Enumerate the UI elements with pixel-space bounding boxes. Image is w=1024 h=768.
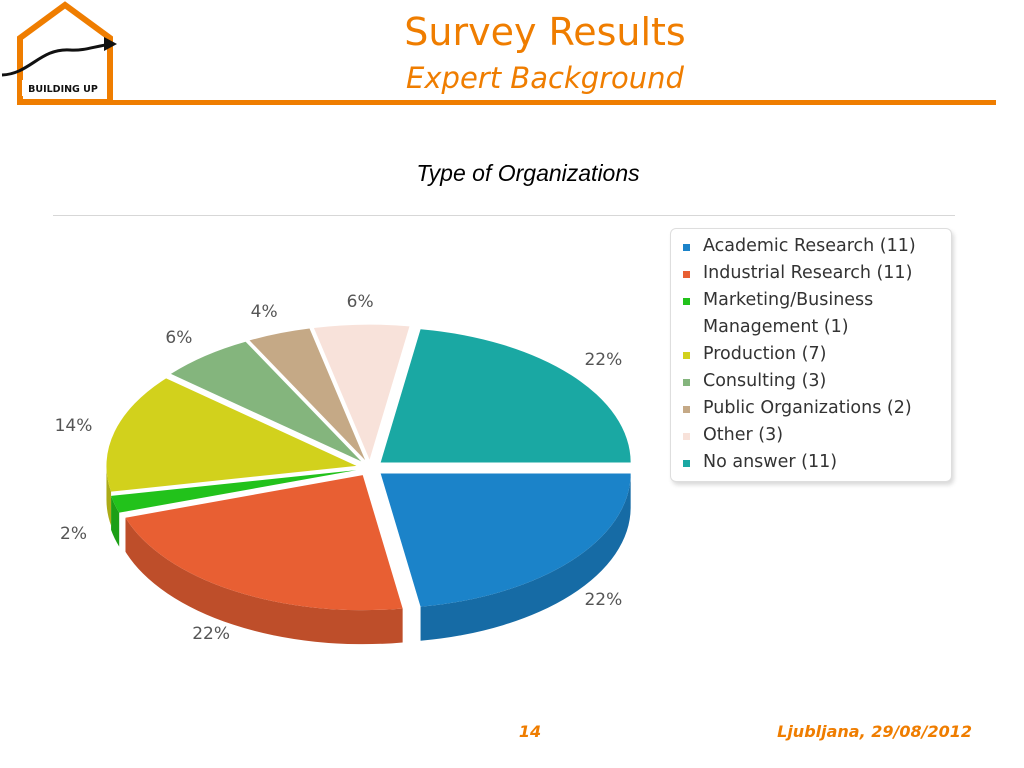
pie-percent-label: 22% — [584, 589, 623, 610]
header-rule — [110, 100, 996, 105]
legend-swatch — [683, 460, 690, 467]
footer-location-date: Ljubljana, 29/08/2012 — [777, 722, 972, 741]
legend-swatch — [683, 379, 690, 386]
pie-slice — [313, 324, 410, 460]
pie-percent-label: 6% — [346, 291, 374, 312]
legend-item-public-organizations: Public Organizations (2) — [681, 395, 951, 422]
pie-slice — [106, 378, 357, 492]
pie-percent-label: 2% — [60, 523, 88, 544]
pie-percent-label: 4% — [250, 301, 278, 322]
pie-slice-side — [125, 517, 403, 645]
pie-chart — [106, 324, 631, 645]
chart-divider — [53, 215, 955, 216]
legend-item-no-answer: No answer (11) — [681, 449, 951, 476]
pie-slice-side — [106, 465, 112, 526]
legend-item-industrial-research: Industrial Research (11) — [681, 260, 951, 287]
legend-label: Academic Research (11) — [703, 236, 916, 256]
legend-label: Production (7) — [703, 344, 827, 364]
legend-item-academic-research: Academic Research (11) — [681, 233, 951, 260]
page-subtitle: Expert Background — [406, 61, 684, 95]
legend-swatch — [683, 406, 690, 413]
page-title: Survey Results — [404, 10, 686, 54]
legend-label: Consulting (3) — [703, 371, 827, 391]
pie-percent-label: 22% — [584, 350, 623, 371]
pie-slice — [125, 475, 403, 611]
pie-slice-side — [111, 495, 120, 547]
pie-slice — [380, 329, 631, 463]
legend-item-marketing-business: Marketing/Business Management (1) — [681, 287, 951, 341]
legend-label: No answer (11) — [703, 452, 838, 472]
building-up-logo: BUILDING UP — [1, 1, 117, 105]
pie-slice — [111, 470, 357, 513]
pie-percent-label: 6% — [165, 327, 193, 348]
legend-swatch — [683, 298, 690, 305]
pie-percent-label: 22% — [192, 624, 231, 645]
pie-percent-label: 14% — [54, 415, 93, 436]
legend-label: Industrial Research (11) — [703, 263, 913, 283]
chart-legend: Academic Research (11) Industrial Resear… — [670, 228, 952, 482]
pie-slice — [170, 341, 362, 462]
legend-swatch — [683, 244, 690, 251]
legend-swatch — [683, 352, 690, 359]
legend-item-other: Other (3) — [681, 422, 951, 449]
legend-item-production: Production (7) — [681, 341, 951, 368]
pie-slice-side — [420, 473, 631, 641]
legend-item-consulting: Consulting (3) — [681, 368, 951, 395]
page-number: 14 — [518, 722, 542, 741]
legend-label: Other (3) — [703, 425, 784, 445]
pie-slice — [249, 328, 366, 461]
logo-text: BUILDING UP — [28, 84, 98, 95]
chart-title: Type of Organizations — [416, 160, 640, 186]
legend-swatch — [683, 271, 690, 278]
pie-slice — [380, 473, 631, 607]
legend-label: Marketing/Business Management (1) — [703, 290, 874, 337]
legend-label: Public Organizations (2) — [703, 398, 912, 418]
legend-swatch — [683, 433, 690, 440]
